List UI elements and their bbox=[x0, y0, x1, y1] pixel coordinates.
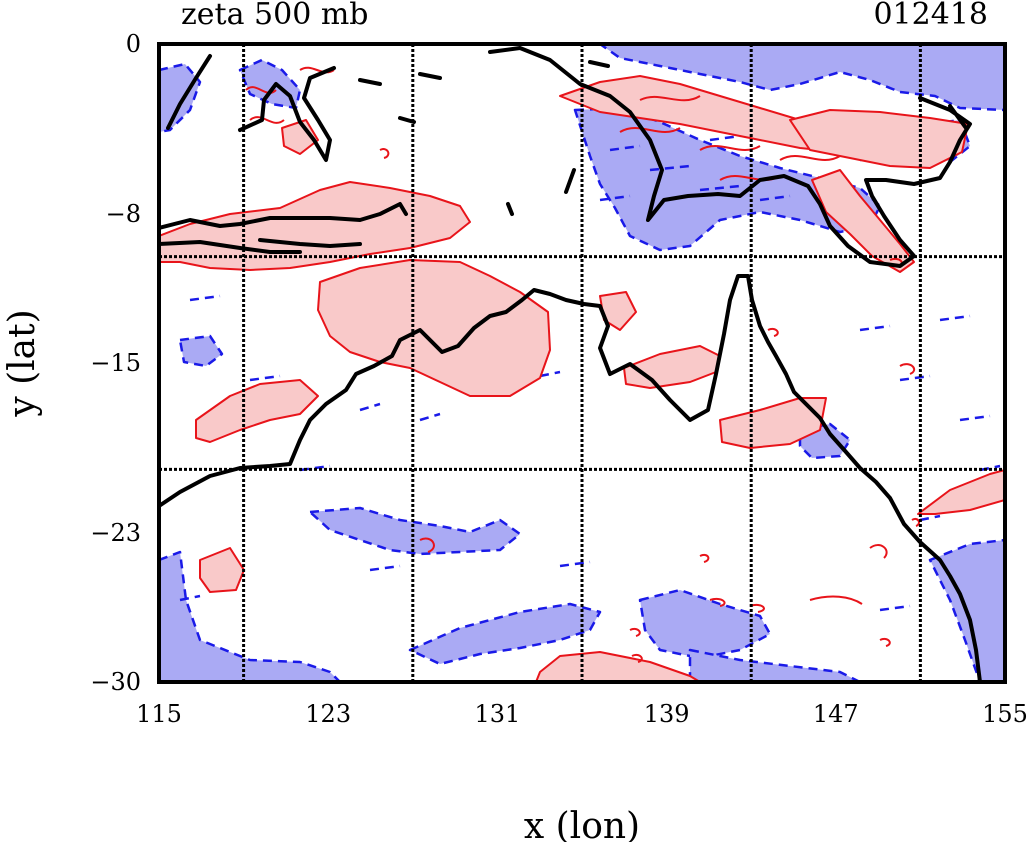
coastlines bbox=[159, 46, 982, 682]
y-tick-label: −30 bbox=[90, 668, 141, 696]
negative-contour-scatter-3 bbox=[179, 294, 1001, 612]
positive-contour-scatter-2 bbox=[245, 66, 390, 159]
positive-region-southwest-blob bbox=[199, 547, 245, 593]
negative-region-southwest bbox=[159, 550, 342, 682]
positive-contour-scatter-1 bbox=[619, 95, 841, 181]
positive-region-bottom bbox=[535, 651, 701, 682]
y-axis-label: y (lat) bbox=[2, 309, 43, 417]
coastline-australia bbox=[159, 274, 982, 682]
negative-region-south bbox=[408, 602, 602, 666]
negative-region-northeast bbox=[598, 44, 1005, 112]
y-tick-label: −23 bbox=[90, 519, 141, 547]
coastline-sulawesi bbox=[166, 54, 336, 162]
negative-region-bottom-center bbox=[688, 648, 862, 682]
positive-region-kimberley bbox=[317, 259, 551, 397]
positive-region-queensland bbox=[719, 397, 827, 449]
map-title-left: zeta 500 mb bbox=[181, 0, 369, 32]
x-axis-label: x (lon) bbox=[524, 806, 640, 842]
lat-lon-grid bbox=[159, 44, 1005, 682]
map-title-right: 012418 bbox=[873, 0, 988, 32]
positive-vorticity-regions bbox=[159, 66, 1005, 682]
x-tick-label: 139 bbox=[644, 700, 690, 728]
x-tick-label: 131 bbox=[474, 700, 520, 728]
x-tick-label: 115 bbox=[136, 700, 182, 728]
negative-region-west-mid bbox=[178, 334, 224, 368]
coastline-small-islands bbox=[358, 60, 610, 216]
positive-region-northeast bbox=[789, 109, 969, 169]
negative-region-gulf bbox=[638, 588, 772, 660]
negative-region-northwest-isle bbox=[238, 58, 302, 110]
negative-region-south-central bbox=[308, 506, 522, 556]
positive-region-west bbox=[195, 379, 319, 443]
coastline-new-guinea bbox=[488, 46, 972, 268]
x-tick-label: 155 bbox=[982, 700, 1028, 728]
y-tick-label: −15 bbox=[90, 349, 141, 377]
negative-region-west-coast bbox=[159, 62, 202, 134]
x-tick-labels: 115 123 131 139 147 155 bbox=[136, 700, 1028, 728]
x-tick-label: 147 bbox=[813, 700, 859, 728]
positive-contour-scatter-3 bbox=[419, 257, 920, 663]
map-plot-area bbox=[159, 44, 1005, 682]
y-tick-label: −8 bbox=[106, 200, 141, 228]
plot-frame bbox=[157, 42, 1007, 684]
coastline-timor-islands bbox=[159, 202, 408, 254]
y-tick-labels: 0 −8 −15 −23 −30 bbox=[90, 30, 141, 696]
x-tick-label: 123 bbox=[305, 700, 351, 728]
positive-region-tasman bbox=[917, 469, 1005, 515]
positive-region-png-tail bbox=[811, 169, 915, 273]
y-tick-label: 0 bbox=[126, 30, 141, 58]
